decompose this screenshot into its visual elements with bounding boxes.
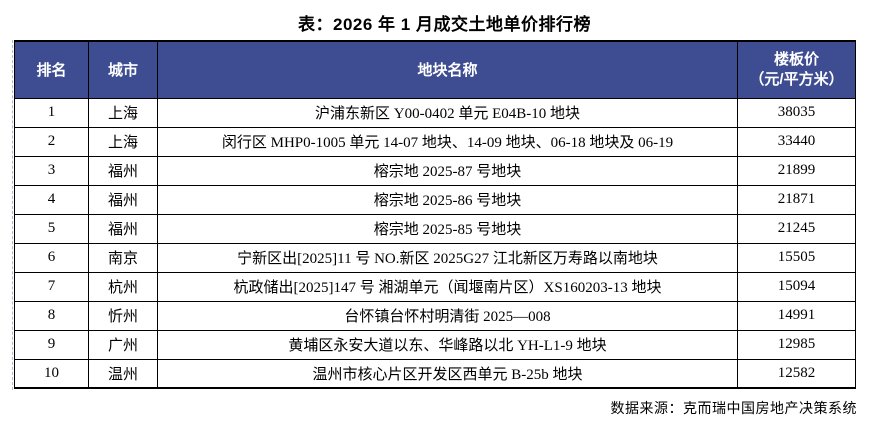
table-row: 3 福州 榕宗地 2025-87 号地块 21899 [14,155,856,186]
header-price-line2: （元/平方米） [749,70,844,88]
price-cell: 15505 [737,242,856,273]
plot-name-cell: 温州市核心片区开发区西单元 B-25b 地块 [157,358,738,389]
city-cell: 福州 [88,213,158,244]
city-cell: 南京 [88,242,158,273]
rank-cell: 4 [14,184,89,215]
city-cell: 忻州 [88,300,158,331]
price-cell: 12985 [737,329,856,360]
table-row: 5 福州 榕宗地 2025-85 号地块 21245 [14,213,856,244]
plot-name-cell: 杭政储出[2025]147 号 湘湖单元（闻堰南片区）XS160203-13 地… [157,271,738,302]
rank-cell: 1 [14,97,89,128]
price-cell: 33440 [737,126,856,157]
rank-cell: 9 [14,329,89,360]
table-row: 7 杭州 杭政储出[2025]147 号 湘湖单元（闻堰南片区）XS160203-1… [14,271,856,302]
data-source-note: 数据来源：克而瑞中国房地产决策系统 [610,400,857,416]
rank-cell: 8 [14,300,89,331]
header-price: 楼板价 （元/平方米） [737,40,856,99]
table-header: 排名 城市 地块名称 楼板价 （元/平方米） [14,40,856,99]
plot-name-cell: 榕宗地 2025-86 号地块 [157,184,738,215]
land-price-ranking-table: 排名 城市 地块名称 楼板价 （元/平方米） 1 上海 沪浦东新区 Y00-0402… [14,40,856,389]
spreadsheet-gridline [12,40,13,390]
table-row: 8 忻州 台怀镇台怀村明清街 2025—008 14991 [14,300,856,331]
table-row: 10 温州 温州市核心片区开发区西单元 B-25b 地块 12582 [14,358,856,389]
table-row: 4 福州 榕宗地 2025-86 号地块 21871 [14,184,856,215]
city-cell: 杭州 [88,271,158,302]
table-title: 表：2026 年 1 月成交土地单价排行榜 [298,15,591,34]
header-price-line1: 楼板价 [773,50,819,68]
plot-name-cell: 闵行区 MHP0-1005 单元 14-07 地块、14-09 地块、06-18… [157,126,738,157]
plot-name-cell: 宁新区出[2025]11 号 NO.新区 2025G27 江北新区万寿路以南地块 [157,242,738,273]
price-cell: 21245 [737,213,856,244]
rank-cell: 10 [14,358,89,389]
price-cell: 21899 [737,155,856,186]
plot-name-cell: 榕宗地 2025-87 号地块 [157,155,738,186]
price-cell: 38035 [737,97,856,128]
header-row: 排名 城市 地块名称 楼板价 （元/平方米） [14,40,856,99]
rank-cell: 3 [14,155,89,186]
city-cell: 福州 [88,155,158,186]
plot-name-cell: 台怀镇台怀村明清街 2025—008 [157,300,738,331]
city-cell: 上海 [88,97,158,128]
city-cell: 广州 [88,329,158,360]
city-cell: 温州 [88,358,158,389]
header-plot-name: 地块名称 [157,40,738,99]
plot-name-cell: 沪浦东新区 Y00-0402 单元 E04B-10 地块 [157,97,738,128]
price-cell: 14991 [737,300,856,331]
table-row: 1 上海 沪浦东新区 Y00-0402 单元 E04B-10 地块 38035 [14,97,856,128]
city-cell: 上海 [88,126,158,157]
city-cell: 福州 [88,184,158,215]
table-row: 6 南京 宁新区出[2025]11 号 NO.新区 2025G27 江北新区万寿路以… [14,242,856,273]
rank-cell: 2 [14,126,89,157]
table-body: 1 上海 沪浦东新区 Y00-0402 单元 E04B-10 地块 38035 2 上海闵… [14,97,856,389]
table-row: 9 广州 黄埔区永安大道以东、华峰路以北 YH-L1-9 地块 12985 [14,329,856,360]
price-cell: 21871 [737,184,856,215]
rank-cell: 7 [14,271,89,302]
table-row: 2 上海 闵行区 MHP0-1005 单元 14-07 地块、14-09 地块、06… [14,126,856,157]
price-cell: 15094 [737,271,856,302]
header-rank: 排名 [14,40,89,99]
rank-cell: 6 [14,242,89,273]
rank-cell: 5 [14,213,89,244]
header-city: 城市 [88,40,158,99]
plot-name-cell: 黄埔区永安大道以东、华峰路以北 YH-L1-9 地块 [157,329,738,360]
plot-name-cell: 榕宗地 2025-85 号地块 [157,213,738,244]
price-cell: 12582 [737,358,856,389]
